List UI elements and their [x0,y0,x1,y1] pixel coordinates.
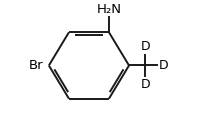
Text: D: D [141,78,150,91]
Text: Br: Br [29,59,44,72]
Text: D: D [159,59,168,72]
Text: H₂N: H₂N [97,3,121,16]
Text: D: D [141,40,150,53]
